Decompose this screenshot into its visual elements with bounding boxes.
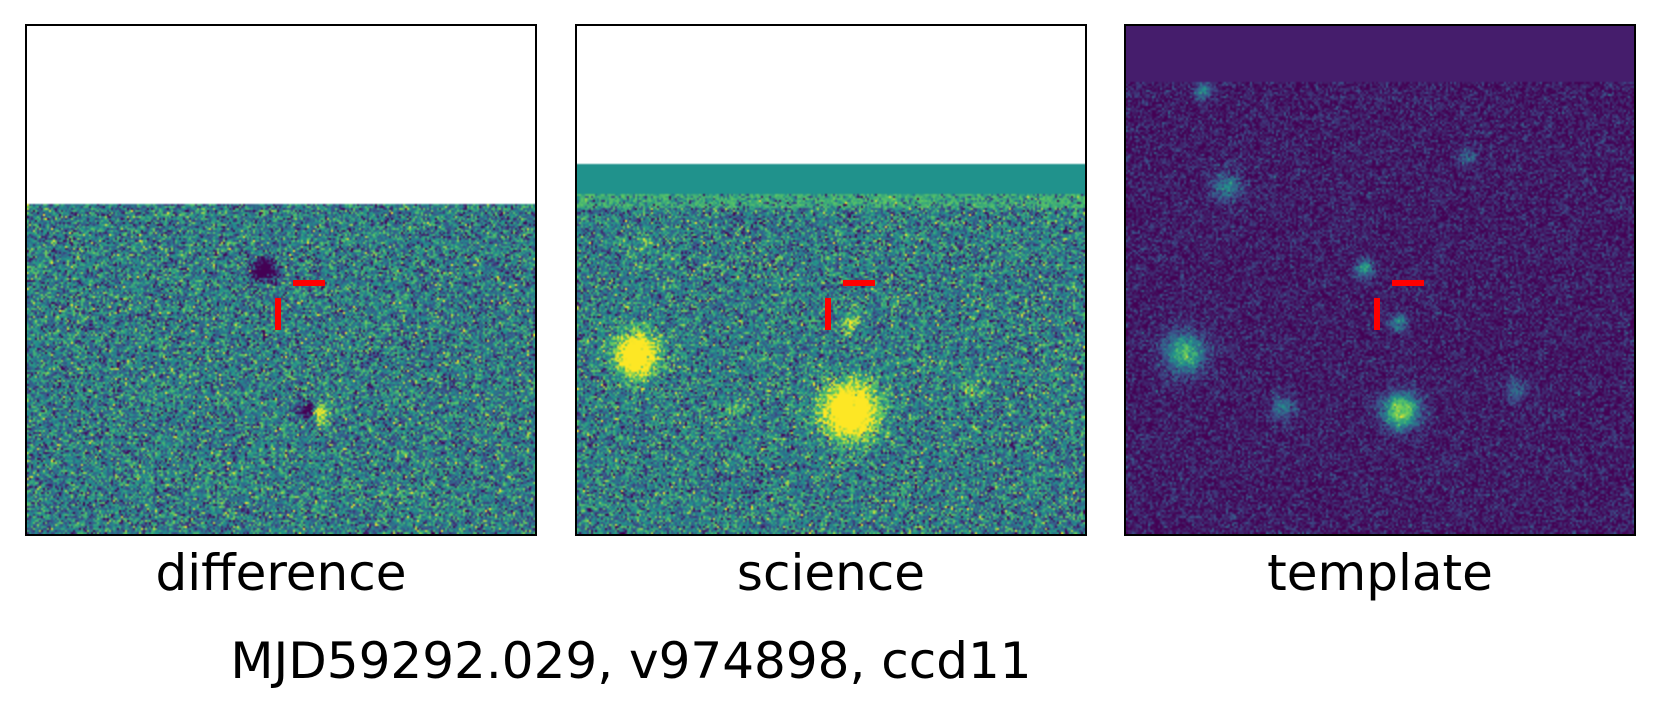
observation-info: MJD59292.029, v974898, ccd11 [230, 632, 1032, 690]
template-image-panel [1124, 24, 1636, 536]
crosshair-horizontal-marker [1392, 280, 1424, 286]
crosshair-horizontal-marker [843, 280, 875, 286]
difference-image [27, 26, 535, 534]
crosshair-vertical-marker [275, 298, 281, 330]
crosshair-horizontal-marker [293, 280, 325, 286]
difference-caption: difference [155, 544, 407, 602]
crosshair-vertical-marker [825, 298, 831, 330]
science-caption: science [736, 544, 926, 602]
template-image [1126, 26, 1634, 534]
difference-image-panel [25, 24, 537, 536]
science-image [577, 26, 1085, 534]
science-image-panel [575, 24, 1087, 536]
template-caption: template [1267, 544, 1493, 602]
crosshair-vertical-marker [1374, 298, 1380, 330]
